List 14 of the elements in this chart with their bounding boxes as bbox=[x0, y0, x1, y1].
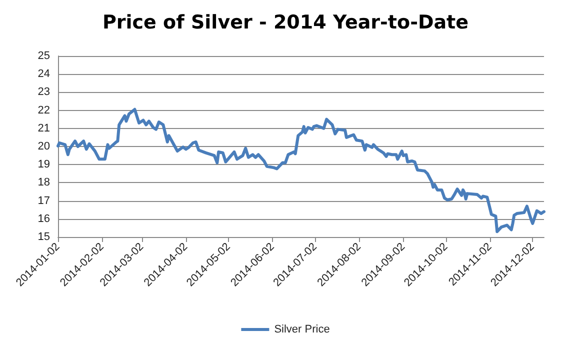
chart-title: Price of Silver - 2014 Year-to-Date bbox=[102, 12, 469, 34]
y-tick-label: 22 bbox=[38, 104, 50, 116]
y-tick-label: 16 bbox=[38, 212, 50, 225]
y-tick-label: 18 bbox=[38, 176, 50, 189]
y-tick-label: 15 bbox=[38, 231, 50, 243]
y-tick-label: 19 bbox=[38, 158, 50, 171]
y-tick-label: 25 bbox=[38, 50, 50, 62]
y-tick-label: 17 bbox=[38, 194, 50, 207]
y-tick-label: 20 bbox=[38, 140, 50, 152]
line-series bbox=[56, 108, 546, 234]
legend-label: Silver Price bbox=[274, 324, 330, 336]
y-tick-label: 23 bbox=[38, 86, 50, 98]
y-tick-label: 21 bbox=[38, 122, 50, 134]
y-tick-label: 24 bbox=[38, 68, 50, 80]
